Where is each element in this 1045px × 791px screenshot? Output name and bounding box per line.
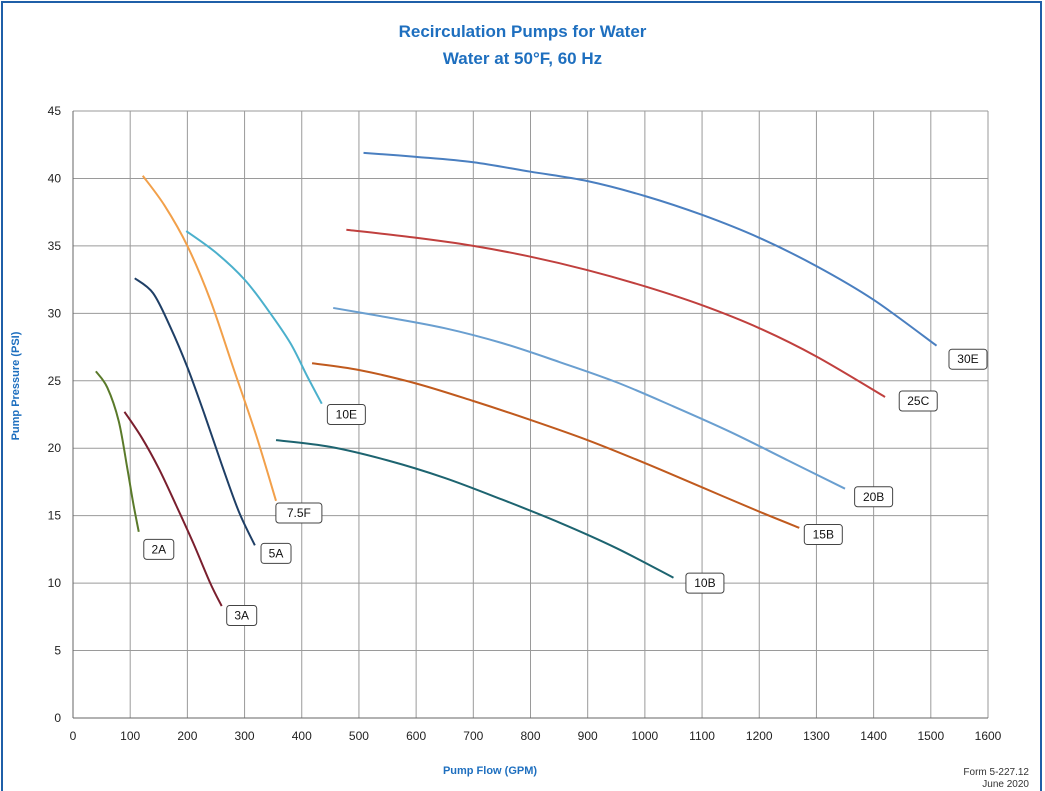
label-text: 20B [863,490,884,504]
curve-7-5F [141,175,277,502]
label-box [948,348,988,370]
label-box [275,502,323,524]
curve-label-10E: 10E [326,404,366,425]
y-tick-label: 35 [48,239,62,253]
label-box [854,486,894,508]
curve-label-10B: 10B [685,572,725,594]
label-box [898,390,938,412]
y-tick-label: 40 [48,171,62,185]
x-tick-label: 1500 [917,729,944,743]
chart-subtitle: Water at 50°F, 60 Hz [442,49,603,68]
curve-label-3A: 3A [226,604,258,626]
y-tick-label: 20 [48,441,62,455]
x-tick-label: 400 [292,729,312,743]
curve-25C [346,228,886,398]
x-tick-label: 500 [349,729,369,743]
curve-30E [363,151,938,347]
x-tick-label: 1000 [632,729,659,743]
label-box [226,604,258,626]
curve-label-25C: 25C [898,390,938,412]
curve-label-15B: 15B [803,524,843,546]
chart-title: Recirculation Pumps for Water [398,22,647,41]
y-tick-label: 5 [54,644,61,658]
x-tick-label: 1200 [746,729,773,743]
y-tick-label: 15 [48,509,62,523]
x-tick-label: 700 [463,729,483,743]
label-text: 15B [813,528,834,542]
form-info: Form 5-227.12 June 2020 [963,767,1029,791]
label-box [803,524,843,546]
y-tick-label: 30 [48,306,62,320]
x-tick-label: 1100 [689,729,715,743]
curve-20B [333,306,846,490]
x-tick-label: 800 [520,729,540,743]
curve-label-30E: 30E [948,348,988,370]
curve-10B [275,439,674,579]
y-tick-label: 25 [48,374,62,388]
x-axis-label: Pump Flow (GPM) [442,765,538,777]
y-tick-label: 0 [54,711,61,725]
x-tick-label: 1600 [975,729,1002,743]
curve-15B [311,362,800,529]
x-tick-label: 300 [235,729,255,743]
label-text: 7.5F [287,506,311,520]
form-date: June 2020 [982,779,1029,790]
grid [72,110,989,719]
label-box [260,542,292,564]
x-tick-label: 600 [406,729,426,743]
label-text: 25C [907,394,929,408]
label-text: 10B [694,576,715,590]
label-text: 30E [957,352,978,366]
x-tick-label: 200 [177,729,197,743]
label-text: 10E [336,408,357,422]
curve-10E [185,230,323,405]
label-box [143,538,175,560]
x-tick-label: 1400 [860,729,887,743]
x-tick-label: 0 [70,729,77,743]
curve-label-2A: 2A [143,538,175,560]
curve-label-20B: 20B [854,486,894,508]
label-box [685,572,725,594]
curve-3A [123,411,223,607]
x-tick-label: 900 [578,729,598,743]
form-number: Form 5-227.12 [963,767,1029,778]
label-text: 3A [234,608,249,622]
curve-label-7-5F: 7.5F [275,502,323,524]
curve-2A [95,370,140,533]
y-tick-label: 45 [48,104,62,118]
label-text: 2A [151,542,166,556]
label-text: 5A [269,546,284,560]
curve-5A [134,277,256,546]
x-tick-label: 1300 [803,729,830,743]
y-tick-label: 10 [48,576,62,590]
curve-label-5A: 5A [260,542,292,564]
x-tick-label: 100 [120,729,140,743]
label-box [326,404,366,425]
